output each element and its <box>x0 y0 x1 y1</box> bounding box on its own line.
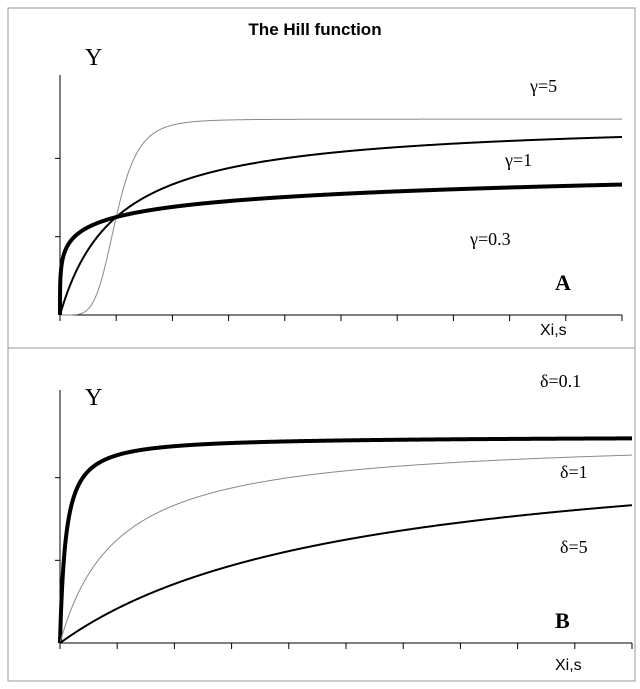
panel-b-ylabel: Y <box>85 385 102 411</box>
panel-b-letter: B <box>555 608 570 633</box>
panel-b-xlabel: Xi,s <box>555 657 582 674</box>
panel-a-label-gamma03: γ=0.3 <box>469 229 511 249</box>
panel-a-axes <box>55 75 623 321</box>
panel-b: Y Xi,s B δ=0.1 δ=1 δ=5 <box>7 347 636 682</box>
series-line <box>60 118 622 316</box>
panel-a-xlabel: Xi,s <box>540 322 567 339</box>
panel-b-axes <box>55 390 633 649</box>
panel-a-label-gamma1: γ=1 <box>504 150 532 170</box>
panel-b-label-delta5: δ=5 <box>560 537 588 557</box>
panel-a-ylabel: Y <box>85 45 102 71</box>
series-line <box>58 182 623 316</box>
figure-title: The Hill function <box>248 20 381 39</box>
panel-b-label-delta1: δ=1 <box>560 462 588 482</box>
series-line <box>58 436 632 644</box>
panel-b-frame <box>7 347 636 682</box>
panel-b-label-delta01: δ=0.1 <box>540 371 581 391</box>
series-line <box>59 135 623 316</box>
series-line <box>59 504 633 644</box>
panel-a: Y Xi,s A γ=5 γ=1 γ=0.3 <box>7 7 636 349</box>
series-line <box>59 454 633 644</box>
panel-a-letter: A <box>555 270 571 295</box>
panel-a-label-gamma5: γ=5 <box>529 76 557 96</box>
